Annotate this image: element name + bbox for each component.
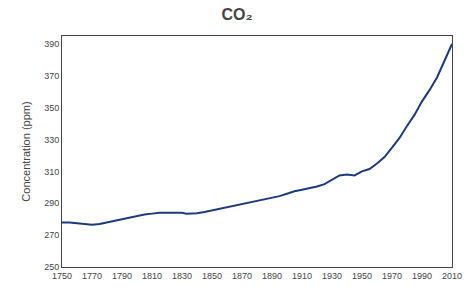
svg-text:390: 390 — [44, 39, 59, 49]
svg-text:1950: 1950 — [352, 271, 372, 281]
svg-text:1830: 1830 — [172, 271, 192, 281]
svg-text:1790: 1790 — [112, 271, 132, 281]
svg-text:1990: 1990 — [412, 271, 432, 281]
svg-text:1890: 1890 — [262, 271, 282, 281]
svg-text:290: 290 — [44, 198, 59, 208]
svg-text:270: 270 — [44, 230, 59, 240]
svg-text:1810: 1810 — [142, 271, 162, 281]
svg-text:350: 350 — [44, 103, 59, 113]
svg-text:1970: 1970 — [382, 271, 402, 281]
svg-text:1930: 1930 — [322, 271, 342, 281]
svg-text:2010: 2010 — [442, 271, 462, 281]
svg-text:310: 310 — [44, 167, 59, 177]
svg-text:CO₂: CO₂ — [221, 6, 252, 23]
svg-text:1870: 1870 — [232, 271, 252, 281]
svg-text:330: 330 — [44, 135, 59, 145]
svg-text:1850: 1850 — [202, 271, 222, 281]
svg-text:1750: 1750 — [52, 271, 72, 281]
svg-text:370: 370 — [44, 71, 59, 81]
svg-text:1910: 1910 — [292, 271, 312, 281]
svg-text:1770: 1770 — [82, 271, 102, 281]
svg-text:250: 250 — [44, 262, 59, 272]
svg-text:Concentration (ppm): Concentration (ppm) — [20, 101, 32, 201]
